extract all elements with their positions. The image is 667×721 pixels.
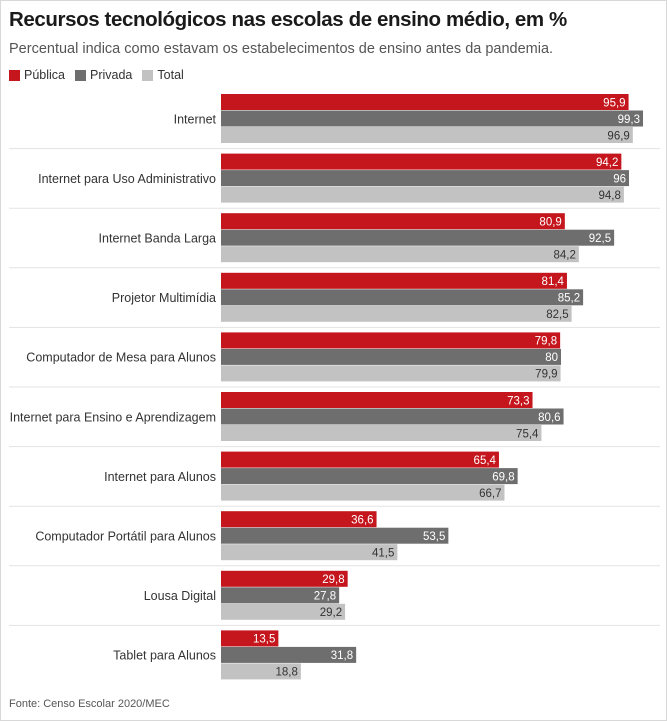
legend-item-publica: Pública <box>9 68 65 82</box>
bar-total <box>221 246 579 263</box>
value-label-publica: 29,8 <box>322 574 344 586</box>
value-label-total: 29,2 <box>320 607 342 619</box>
bar-publica <box>221 213 565 230</box>
bar-total <box>221 186 624 203</box>
source-note: Fonte: Censo Escolar 2020/MEC <box>9 698 170 710</box>
value-label-privada: 31,8 <box>331 650 353 662</box>
category-label: Internet para Ensino e Aprendizagem <box>10 410 216 424</box>
legend-label-total: Total <box>157 68 184 82</box>
legend-item-privada: Privada <box>75 68 132 82</box>
bar-publica <box>221 451 499 468</box>
value-label-total: 79,9 <box>535 369 557 381</box>
category-label: Projetor Multimídia <box>112 291 216 305</box>
bar-privada <box>221 289 584 306</box>
category-label: Computador de Mesa para Alunos <box>26 351 216 365</box>
bar-publica <box>221 94 629 110</box>
value-label-privada: 92,5 <box>589 233 611 245</box>
bar-publica <box>221 332 561 349</box>
legend-swatch-privada <box>75 69 86 81</box>
bar-publica <box>221 392 533 408</box>
value-label-total: 94,8 <box>599 190 621 202</box>
bar-total <box>221 603 346 620</box>
bar-privada <box>221 229 615 246</box>
bar-privada <box>221 110 644 127</box>
category-label: Internet para Uso Administrativo <box>38 172 216 186</box>
category-label: Internet para Alunos <box>104 470 216 484</box>
value-label-publica: 65,4 <box>474 455 497 467</box>
bar-publica <box>221 272 567 289</box>
value-label-privada: 99,3 <box>618 114 640 126</box>
bar-publica <box>221 630 279 647</box>
chart-title: Recursos tecnológicos nas escolas de ens… <box>9 8 567 31</box>
legend: Pública Privada Total <box>9 68 184 82</box>
legend-label-publica: Pública <box>24 68 65 82</box>
category-label: Tablet para Alunos <box>113 649 216 663</box>
value-label-publica: 13,5 <box>253 634 275 646</box>
bar-publica <box>221 570 348 587</box>
bar-chart: Internet 95,9 99,3 96,9 Internet para Uso Ad… <box>9 94 660 680</box>
value-label-privada: 96 <box>613 173 626 185</box>
value-label-total: 41,5 <box>372 547 394 559</box>
bar-privada <box>221 646 357 663</box>
bar-privada <box>221 527 449 544</box>
value-label-total: 75,4 <box>516 428 539 440</box>
value-label-total: 96,9 <box>607 130 629 142</box>
value-label-total: 18,8 <box>276 667 298 679</box>
category-label: Internet <box>174 112 217 126</box>
value-label-publica: 36,6 <box>351 514 373 526</box>
legend-label-privada: Privada <box>90 68 133 82</box>
bar-publica <box>221 511 377 528</box>
value-label-publica: 81,4 <box>542 276 565 288</box>
bar-privada <box>221 468 518 485</box>
legend-swatch-publica <box>9 69 20 81</box>
bar-total <box>221 663 301 680</box>
value-label-publica: 94,2 <box>596 157 618 169</box>
bar-privada <box>221 348 561 365</box>
value-label-privada: 80,6 <box>538 412 560 424</box>
bar-total <box>221 305 572 322</box>
category-label: Internet Banda Larga <box>99 231 216 245</box>
bar-publica <box>221 153 622 170</box>
category-label: Computador Portátil para Alunos <box>35 529 216 543</box>
value-label-privada: 27,8 <box>314 591 336 603</box>
bar-total <box>221 484 505 501</box>
value-label-privada: 80 <box>545 352 558 364</box>
value-label-privada: 69,8 <box>492 471 514 483</box>
value-label-privada: 53,5 <box>423 531 445 543</box>
value-label-privada: 85,2 <box>558 293 580 305</box>
bar-total <box>221 544 398 561</box>
value-label-total: 66,7 <box>479 488 501 500</box>
bar-total <box>221 127 633 143</box>
bar-privada <box>221 408 564 425</box>
value-label-total: 84,2 <box>553 249 575 261</box>
bar-total <box>221 365 561 382</box>
value-label-publica: 95,9 <box>603 97 625 109</box>
value-label-publica: 73,3 <box>507 395 529 407</box>
value-label-total: 82,5 <box>546 309 568 321</box>
bar-privada <box>221 587 340 604</box>
legend-swatch-total <box>142 69 154 81</box>
bar-privada <box>221 170 629 187</box>
legend-item-total: Total <box>142 68 184 82</box>
category-label: Lousa Digital <box>144 589 216 603</box>
chart-subtitle: Percentual indica como estavam os estabe… <box>9 41 554 57</box>
value-label-publica: 80,9 <box>539 216 561 228</box>
bar-total <box>221 425 542 441</box>
value-label-publica: 79,8 <box>535 336 557 348</box>
